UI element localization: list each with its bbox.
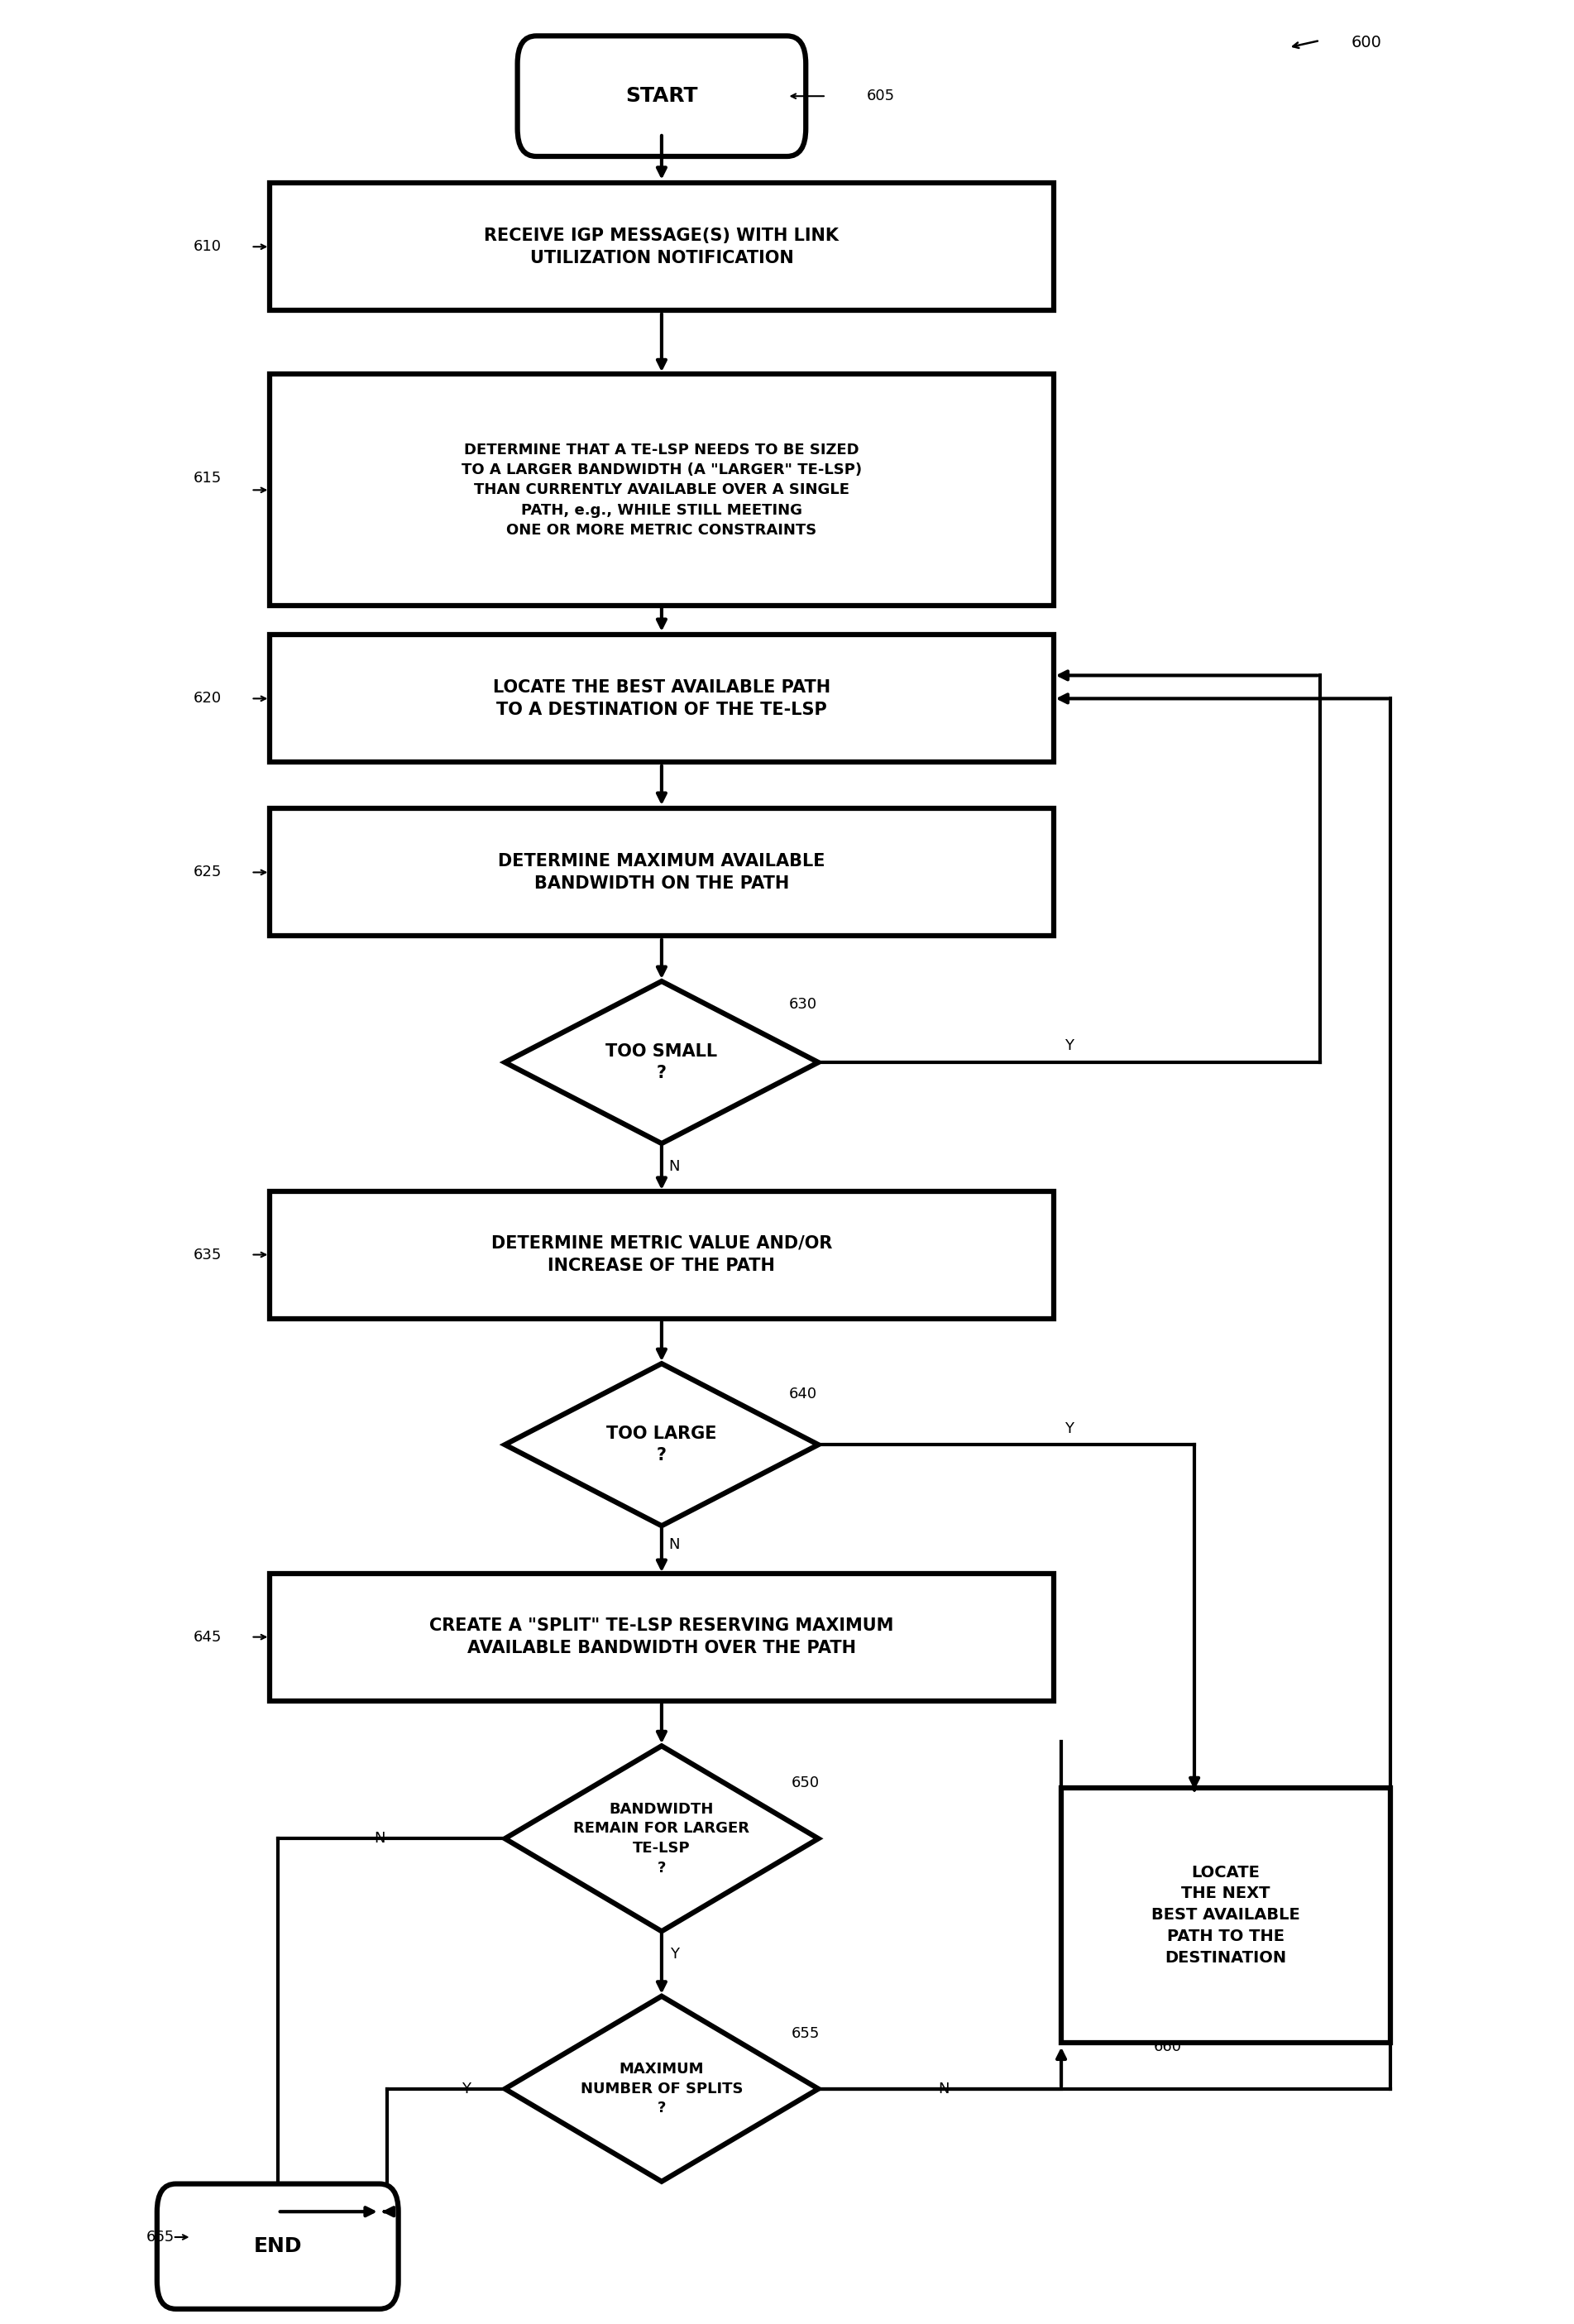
Text: N: N (669, 1536, 680, 1552)
Text: DETERMINE MAXIMUM AVAILABLE
BANDWIDTH ON THE PATH: DETERMINE MAXIMUM AVAILABLE BANDWIDTH ON… (497, 853, 825, 892)
Polygon shape (505, 1996, 818, 2182)
Text: TOO SMALL
?: TOO SMALL ? (606, 1043, 718, 1081)
Text: 650: 650 (792, 1776, 820, 1789)
Bar (269, 634, 1053, 762)
Text: 660: 660 (1154, 2040, 1182, 2054)
Text: DETERMINE METRIC VALUE AND/OR
INCREASE OF THE PATH: DETERMINE METRIC VALUE AND/OR INCREASE O… (491, 1234, 833, 1274)
Bar (269, 374, 1053, 607)
Text: Y: Y (669, 1948, 678, 1961)
Text: MAXIMUM
NUMBER OF SPLITS
?: MAXIMUM NUMBER OF SPLITS ? (581, 2061, 743, 2115)
Bar (269, 809, 1053, 937)
Text: 640: 640 (789, 1385, 817, 1401)
Text: 615: 615 (194, 472, 222, 486)
Bar (269, 184, 1053, 311)
Text: 665: 665 (146, 2229, 175, 2245)
Text: 610: 610 (194, 239, 222, 253)
Bar (269, 1573, 1053, 1701)
FancyBboxPatch shape (518, 35, 806, 156)
Polygon shape (505, 1745, 818, 1931)
Text: CREATE A "SPLIT" TE-LSP RESERVING MAXIMUM
AVAILABLE BANDWIDTH OVER THE PATH: CREATE A "SPLIT" TE-LSP RESERVING MAXIMU… (430, 1618, 894, 1657)
Bar (1061, 1787, 1390, 2043)
Text: 645: 645 (194, 1629, 222, 1645)
Text: LOCATE
THE NEXT
BEST AVAILABLE
PATH TO THE
DESTINATION: LOCATE THE NEXT BEST AVAILABLE PATH TO T… (1152, 1864, 1300, 1966)
Text: 600: 600 (1352, 35, 1382, 51)
Text: RECEIVE IGP MESSAGE(S) WITH LINK
UTILIZATION NOTIFICATION: RECEIVE IGP MESSAGE(S) WITH LINK UTILIZA… (485, 228, 839, 267)
Text: Y: Y (461, 2082, 471, 2096)
Text: 630: 630 (789, 997, 817, 1011)
Text: 620: 620 (194, 690, 222, 706)
Text: N: N (938, 2082, 949, 2096)
Bar (269, 1190, 1053, 1318)
Text: N: N (375, 1831, 386, 1845)
Text: LOCATE THE BEST AVAILABLE PATH
TO A DESTINATION OF THE TE-LSP: LOCATE THE BEST AVAILABLE PATH TO A DEST… (493, 679, 831, 718)
Text: END: END (253, 2236, 302, 2257)
Text: START: START (625, 86, 697, 107)
FancyBboxPatch shape (157, 2185, 398, 2310)
Text: 625: 625 (194, 865, 222, 881)
Text: Y: Y (1064, 1039, 1073, 1053)
Text: TOO LARGE
?: TOO LARGE ? (606, 1425, 716, 1464)
Polygon shape (505, 1364, 818, 1527)
Text: 655: 655 (792, 2027, 820, 2040)
Text: 635: 635 (194, 1248, 222, 1262)
Text: 605: 605 (867, 88, 896, 105)
Text: N: N (669, 1160, 680, 1174)
Text: BANDWIDTH
REMAIN FOR LARGER
TE-LSP
?: BANDWIDTH REMAIN FOR LARGER TE-LSP ? (573, 1801, 749, 1875)
Text: Y: Y (1064, 1420, 1073, 1436)
Text: DETERMINE THAT A TE-LSP NEEDS TO BE SIZED
TO A LARGER BANDWIDTH (A "LARGER" TE-L: DETERMINE THAT A TE-LSP NEEDS TO BE SIZE… (461, 442, 863, 537)
Polygon shape (505, 981, 818, 1143)
